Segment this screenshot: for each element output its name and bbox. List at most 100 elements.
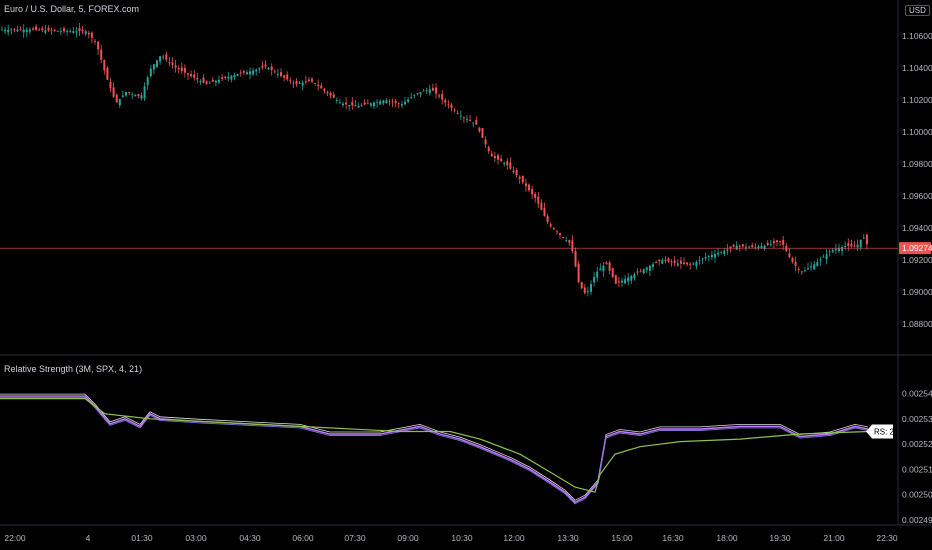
candle [512,166,515,174]
candle-body [735,245,738,250]
candle-body [472,122,475,124]
candle [174,59,177,73]
candle-body [146,77,149,85]
candle [298,81,301,84]
candle-body [859,239,862,248]
time-tick-label: 06:00 [292,533,314,543]
candle [497,153,499,165]
time-tick-label: 04:30 [239,533,261,543]
candle [776,239,778,247]
candle-body [171,62,174,66]
candle [521,175,524,185]
candle [208,81,211,84]
candle-body [214,80,217,83]
candle [524,178,527,192]
candle [249,67,251,80]
candle [714,249,716,263]
candle [683,257,685,266]
candle [819,256,822,266]
candle [261,60,264,70]
candle-body [159,56,162,62]
candle [196,73,199,84]
candle-body [301,82,304,86]
candle-body [351,101,354,106]
time-tick-label: 12:00 [503,533,525,543]
candle [810,261,813,271]
candle-body [72,31,75,33]
candle [400,100,403,109]
candle-body [779,240,782,242]
candle [577,260,580,284]
candle-body [500,158,503,162]
candle-body [729,246,732,248]
candle-body [788,253,791,257]
candle-body [261,66,264,68]
candle [94,38,96,45]
candle [729,246,732,253]
candle-body [156,60,158,67]
candle-body [683,262,685,265]
candle [580,281,583,290]
rs-tick-label: 0.00251 [902,464,932,474]
candle [586,286,589,297]
price-tick-label: 1.10400 [902,63,932,73]
candle [552,227,555,231]
candle-body [571,240,574,251]
candle [599,263,602,271]
candle [22,24,25,38]
time-tick-label: 22:30 [876,533,898,543]
candle-body [847,243,850,246]
candle [81,26,84,35]
candle-body [196,78,199,80]
candle [574,247,577,268]
candle-body [528,184,530,191]
candle [772,238,775,249]
candle-body [838,247,840,252]
candle [447,100,450,109]
candle-body [810,266,813,268]
candle-body [769,244,772,246]
candle-body [726,249,729,251]
candle [466,115,468,123]
candle-body [772,240,775,244]
candle [723,247,726,257]
candle-body [13,28,16,30]
candle [59,27,62,36]
candle-body [803,270,806,272]
candle-body [509,162,512,169]
candle [56,30,59,32]
candle-body [345,102,348,105]
candle [227,71,230,82]
candle [224,75,227,80]
candle-body [850,244,853,247]
candle [633,272,636,281]
candle-body [627,277,630,282]
candle-body [540,202,543,210]
candle [19,26,22,31]
candle-body [174,65,177,68]
candle-body [97,41,100,50]
candle-body [614,275,617,284]
candle [549,222,552,228]
candle-body [366,103,369,105]
candle-body [56,31,59,32]
candle [134,94,137,97]
candle-body [608,262,611,271]
candle-body [35,26,38,30]
currency-badge[interactable]: USD [905,5,930,16]
candle [568,239,571,247]
candle-body [410,97,413,98]
candle [856,239,859,251]
candle-body [766,242,769,246]
candle [221,73,224,82]
candle-body [785,245,788,251]
candle [593,271,596,287]
candle [425,87,428,95]
candle-body [304,80,307,82]
candle [707,254,710,262]
candle-body [431,87,434,91]
candle-body [559,233,561,236]
candle-body [456,113,459,114]
